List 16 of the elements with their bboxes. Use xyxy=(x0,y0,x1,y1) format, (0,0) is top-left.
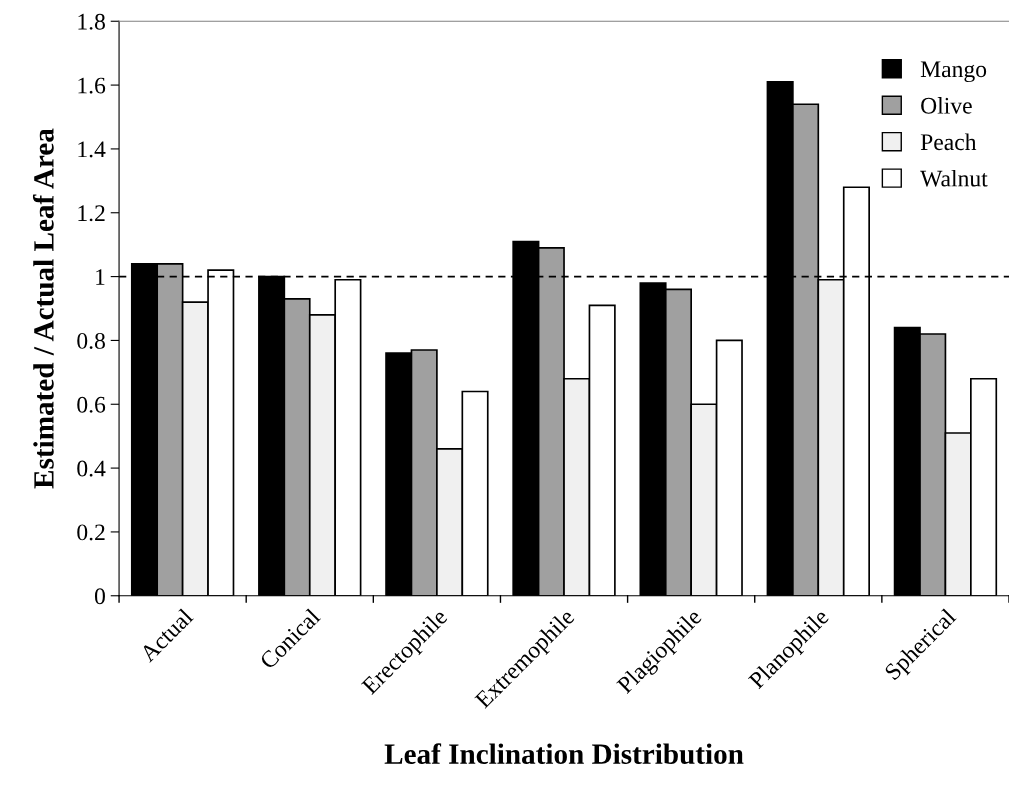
y-tick-label: 1 xyxy=(96,269,105,285)
y-tick-label: 0 xyxy=(94,588,105,605)
y-tick-label: 1.6 xyxy=(78,77,106,94)
legend-label: Olive xyxy=(921,97,972,114)
x-axis-title: Leaf Inclination Distribution xyxy=(384,743,744,765)
y-tick-label: 1.4 xyxy=(78,141,106,158)
legend-label: Peach xyxy=(920,133,977,151)
y-tick-label: 0.2 xyxy=(77,524,105,541)
legend-label: Mango xyxy=(920,61,987,83)
y-tick-label: 0.8 xyxy=(77,332,105,349)
legend-label: Walnut xyxy=(920,169,988,187)
y-axis-title: Estimated / Actual Leaf Area xyxy=(32,128,54,489)
y-tick-label: 0.6 xyxy=(77,396,106,413)
y-tick-label: 1.8 xyxy=(78,13,105,30)
y-tick-label: 0.4 xyxy=(77,460,106,477)
y-tick-label: 1.2 xyxy=(78,205,105,222)
